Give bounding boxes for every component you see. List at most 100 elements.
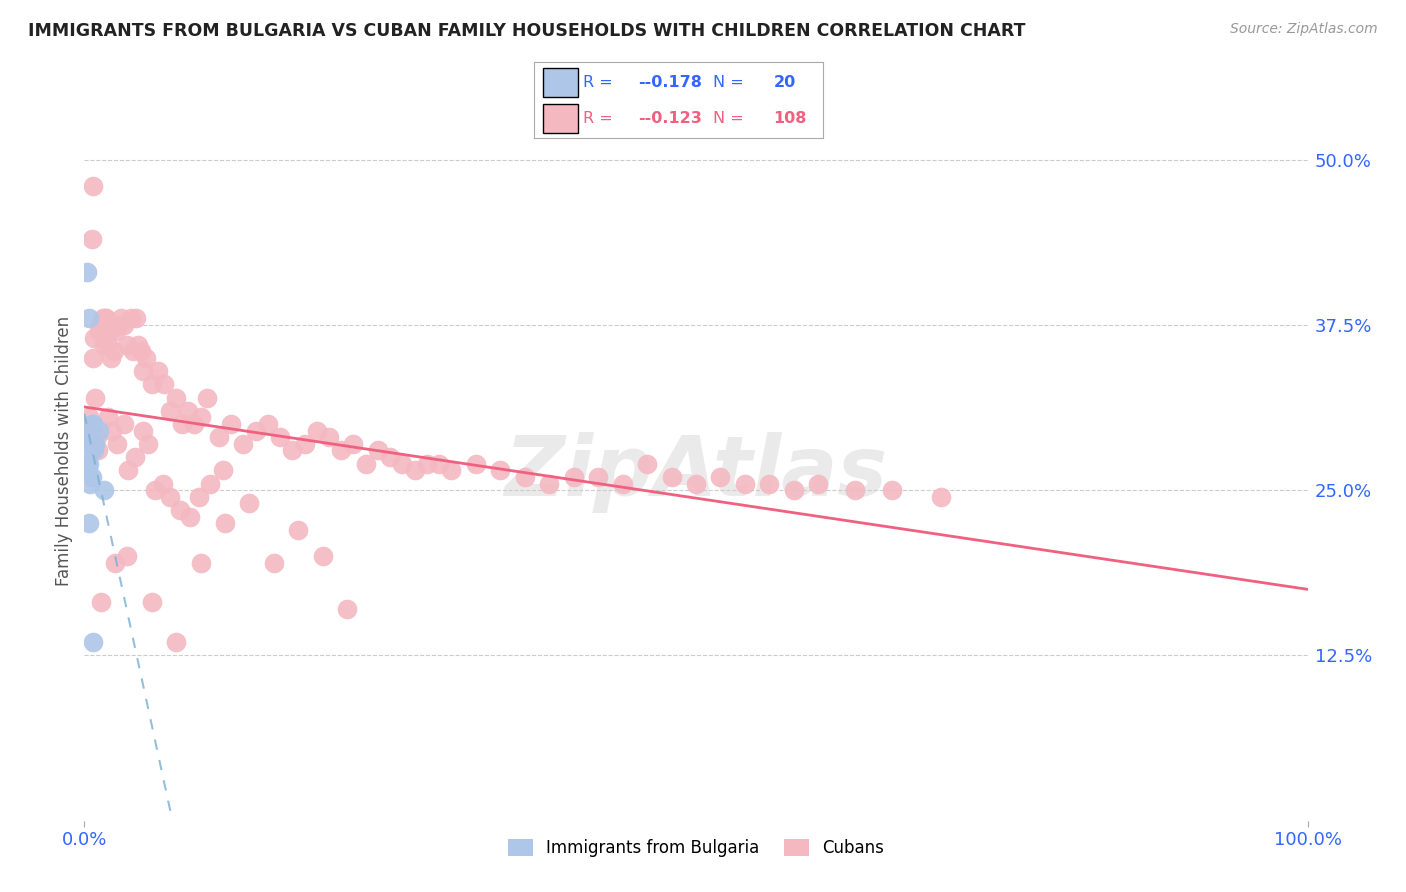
- Point: [82, 635, 104, 649]
- Point: [783, 483, 806, 497]
- Point: [97, 410, 120, 425]
- Point: [636, 457, 658, 471]
- Point: [97, 325, 120, 339]
- Point: [404, 463, 426, 477]
- Point: [245, 424, 267, 438]
- Point: [685, 476, 707, 491]
- Point: [100, 351, 122, 365]
- Point: [172, 417, 194, 431]
- Point: [367, 443, 389, 458]
- Point: [117, 463, 139, 477]
- Point: [122, 344, 145, 359]
- Point: [115, 337, 138, 351]
- Point: [79, 476, 101, 491]
- Text: 20: 20: [773, 75, 796, 90]
- FancyBboxPatch shape: [543, 68, 578, 96]
- Text: IMMIGRANTS FROM BULGARIA VS CUBAN FAMILY HOUSEHOLDS WITH CHILDREN CORRELATION CH: IMMIGRANTS FROM BULGARIA VS CUBAN FAMILY…: [28, 22, 1025, 40]
- Point: [758, 476, 780, 491]
- Point: [112, 417, 135, 431]
- Text: R =: R =: [583, 111, 613, 126]
- Point: [188, 490, 211, 504]
- Point: [489, 463, 512, 477]
- Point: [96, 311, 118, 326]
- Point: [464, 457, 486, 471]
- Point: [263, 556, 285, 570]
- Point: [612, 476, 634, 491]
- Point: [219, 417, 242, 431]
- Point: [146, 364, 169, 378]
- Point: [91, 311, 114, 326]
- Point: [132, 364, 155, 378]
- Point: [86, 430, 108, 444]
- Point: [124, 450, 146, 464]
- Text: 108: 108: [773, 111, 807, 126]
- Point: [94, 311, 117, 326]
- Point: [77, 463, 100, 477]
- FancyBboxPatch shape: [543, 104, 578, 133]
- Point: [112, 318, 135, 332]
- Point: [107, 318, 129, 332]
- Point: [120, 311, 142, 326]
- Point: [132, 424, 155, 438]
- Point: [354, 457, 377, 471]
- Point: [294, 437, 316, 451]
- Point: [169, 503, 191, 517]
- Point: [190, 556, 212, 570]
- Point: [165, 391, 187, 405]
- Point: [87, 443, 110, 458]
- Point: [141, 377, 163, 392]
- Point: [80, 417, 103, 431]
- Point: [159, 404, 181, 418]
- Point: [127, 337, 149, 351]
- Point: [342, 437, 364, 451]
- Point: [129, 344, 152, 359]
- Point: [77, 430, 100, 444]
- Point: [77, 311, 100, 326]
- Point: [440, 463, 463, 477]
- Point: [77, 457, 100, 471]
- Point: [538, 476, 561, 491]
- Point: [93, 483, 115, 497]
- Point: [513, 470, 536, 484]
- Point: [105, 325, 128, 339]
- Point: [77, 424, 100, 438]
- Point: [844, 483, 866, 497]
- Text: N =: N =: [713, 111, 744, 126]
- Point: [82, 437, 104, 451]
- Point: [562, 470, 585, 484]
- Point: [76, 265, 98, 279]
- Point: [90, 595, 112, 609]
- Point: [89, 318, 111, 332]
- Point: [200, 476, 222, 491]
- Point: [80, 470, 103, 484]
- Point: [391, 457, 413, 471]
- Point: [661, 470, 683, 484]
- Point: [84, 391, 107, 405]
- Point: [82, 417, 104, 431]
- Point: [84, 437, 107, 451]
- Y-axis label: Family Households with Children: Family Households with Children: [55, 316, 73, 585]
- Point: [312, 549, 335, 564]
- Point: [929, 490, 952, 504]
- Text: --0.123: --0.123: [638, 111, 702, 126]
- Point: [257, 417, 280, 431]
- Point: [135, 351, 157, 365]
- Point: [105, 437, 128, 451]
- Point: [195, 391, 218, 405]
- Point: [318, 430, 340, 444]
- Point: [190, 410, 212, 425]
- Point: [330, 443, 353, 458]
- Point: [77, 457, 100, 471]
- Text: --0.178: --0.178: [638, 75, 702, 90]
- Point: [136, 437, 159, 451]
- Point: [110, 311, 132, 326]
- Point: [214, 516, 236, 531]
- Point: [305, 424, 328, 438]
- Point: [238, 496, 260, 510]
- Point: [82, 179, 104, 194]
- Point: [336, 602, 359, 616]
- Point: [77, 410, 100, 425]
- Point: [87, 424, 110, 438]
- Point: [586, 470, 609, 484]
- Point: [82, 351, 104, 365]
